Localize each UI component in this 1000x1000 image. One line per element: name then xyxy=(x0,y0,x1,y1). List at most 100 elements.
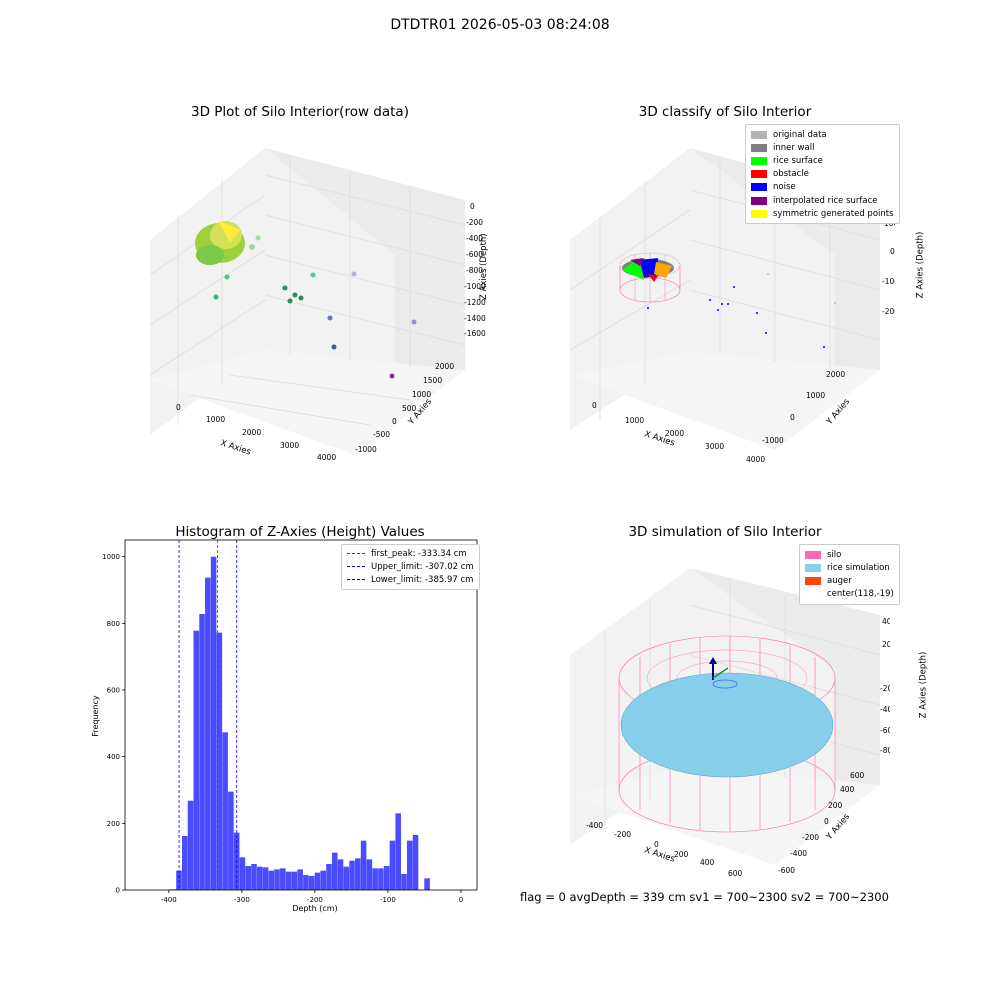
histogram-bar xyxy=(216,632,223,890)
classify-y-ticks: -1000 0 1000 2000 xyxy=(762,370,845,445)
svg-text:-600: -600 xyxy=(466,250,483,259)
svg-text:600: 600 xyxy=(850,771,865,780)
legend-item-symmetric-generated-points: symmetric generated points xyxy=(751,207,894,220)
simulation-legend: silo rice simulation auger center(118,-1… xyxy=(799,544,900,605)
svg-text:-1200: -1200 xyxy=(464,298,486,307)
classify-noise-points xyxy=(647,273,836,348)
simulation-panel-title: 3D simulation of Silo Interior xyxy=(628,524,822,540)
svg-text:-800: -800 xyxy=(466,266,483,275)
svg-text:0: 0 xyxy=(790,413,795,422)
classify-panel-title: 3D classify of Silo Interior xyxy=(638,104,812,120)
histogram-bar xyxy=(181,836,188,890)
raw-x-label: X Axies xyxy=(219,438,252,457)
histogram-chart[interactable]: -400 -300 -200 -100 0 0 200 400 600 800 1000 Depth… xyxy=(80,530,490,920)
svg-text:3000: 3000 xyxy=(705,442,724,451)
svg-text:600: 600 xyxy=(728,869,743,878)
classify-silo-cylinder xyxy=(619,252,681,303)
legend-item-interpolated-rice-surface: interpolated rice surface xyxy=(751,194,894,207)
svg-text:0: 0 xyxy=(890,247,895,256)
svg-text:2000: 2000 xyxy=(435,362,454,371)
legend-item-rice-surface: rice surface xyxy=(751,154,894,167)
simulation-back-pane-right xyxy=(690,568,880,810)
legend-item-silo: silo xyxy=(805,548,894,561)
x-tick-label: -200 xyxy=(307,896,323,904)
svg-text:-600: -600 xyxy=(880,726,890,735)
histogram-bar xyxy=(331,852,338,890)
histogram-x-label: Depth (cm) xyxy=(292,904,337,913)
histogram-bar xyxy=(320,870,326,890)
raw-3d-plot[interactable]: 0 1000 2000 3000 4000 X Axies -1000 -500… xyxy=(130,135,500,475)
svg-text:2000: 2000 xyxy=(665,429,684,438)
svg-text:-1400: -1400 xyxy=(464,314,486,323)
svg-text:-1000: -1000 xyxy=(464,282,486,291)
svg-text:-800: -800 xyxy=(880,746,890,755)
svg-text:2000: 2000 xyxy=(826,370,845,379)
simulation-z-ticks: 400 200 0 -200 -400 -600 -800 xyxy=(880,617,890,755)
histogram-bar xyxy=(274,869,280,890)
svg-text:-1000: -1000 xyxy=(355,445,377,454)
svg-text:-500: -500 xyxy=(373,430,390,439)
histogram-bar xyxy=(245,866,251,890)
histogram-bar xyxy=(424,878,430,890)
svg-text:-400: -400 xyxy=(790,849,807,858)
simulation-z-label: Z Axies (Depth) xyxy=(918,651,929,719)
histogram-bar xyxy=(187,800,194,890)
raw-back-pane-right xyxy=(265,148,465,390)
simulation-floor-pane xyxy=(570,765,880,865)
histogram-bar xyxy=(389,840,396,890)
svg-text:-400: -400 xyxy=(466,234,483,243)
raw-panel-title: 3D Plot of Silo Interior(row data) xyxy=(191,104,409,120)
legend-item-upper-limit: Upper_limit: -307.02 cm xyxy=(347,560,474,573)
histogram-bar xyxy=(210,556,217,890)
simulation-y-ticks: -600 -400 -200 0 200 400 600 xyxy=(778,771,865,875)
classify-z-ticks: 1000 0 -1000 -2000 xyxy=(882,219,895,316)
svg-text:1000: 1000 xyxy=(206,415,225,424)
raw-point-cloud xyxy=(195,220,417,379)
histogram-bars xyxy=(170,556,430,890)
raw-y-ticks: -1000 -500 0 500 1000 1500 2000 xyxy=(355,362,454,454)
histogram-bar xyxy=(355,858,361,890)
histogram-bar xyxy=(239,857,246,890)
histogram-bar xyxy=(262,867,269,890)
histogram-frame xyxy=(124,539,478,891)
svg-text:1000: 1000 xyxy=(806,391,825,400)
classify-x-ticks: 0 1000 2000 3000 4000 xyxy=(592,401,765,464)
histogram-bar xyxy=(383,866,390,890)
svg-text:-400: -400 xyxy=(586,821,603,830)
y-tick-label: 800 xyxy=(107,620,120,628)
svg-text:-1000: -1000 xyxy=(882,277,895,286)
svg-text:1500: 1500 xyxy=(423,376,442,385)
histogram-legend: first_peak: -333.34 cm Upper_limit: -307… xyxy=(341,544,480,590)
y-tick-label: 1000 xyxy=(102,553,120,561)
simulation-rice-surface xyxy=(620,672,834,778)
raw-z-ticks: 0 -200 -400 -600 -800 -1000 -1200 -1400 … xyxy=(464,202,486,338)
histogram-bar xyxy=(343,866,350,890)
histogram-bar xyxy=(395,813,401,890)
raw-x-ticks: 0 1000 2000 3000 4000 xyxy=(176,403,336,462)
histogram-bar xyxy=(378,868,384,890)
x-tick-label: 0 xyxy=(459,896,463,904)
svg-text:4000: 4000 xyxy=(746,455,765,464)
x-tick-label: -100 xyxy=(380,896,396,904)
legend-item-center: center(118,-19) xyxy=(827,589,894,600)
svg-text:-200: -200 xyxy=(614,830,631,839)
histogram-bar xyxy=(285,871,292,890)
histogram-title: Histogram of Z-Axies (Height) Values xyxy=(175,524,425,540)
raw-floor-pane xyxy=(150,350,465,455)
histogram-bar xyxy=(308,876,315,890)
histogram-bar xyxy=(297,869,303,890)
y-tick-label: 200 xyxy=(107,820,120,828)
svg-text:0: 0 xyxy=(176,403,181,412)
legend-item-inner-wall: inner wall xyxy=(751,141,894,154)
figure-title: DTDTR01 2026-05-03 08:24:08 xyxy=(390,17,610,33)
histogram-bar xyxy=(326,864,332,890)
legend-item-obstacle: obstacle xyxy=(751,168,894,181)
simulation-auger xyxy=(709,657,738,689)
svg-text:4000: 4000 xyxy=(317,453,336,462)
histogram-bar xyxy=(228,791,234,890)
histogram-bar xyxy=(372,868,378,890)
simulation-3d-plot[interactable]: -400 -200 0 200 400 600 X Axies -600 -40… xyxy=(560,560,890,880)
histogram-bar xyxy=(205,577,211,890)
histogram-bar xyxy=(337,859,344,890)
histogram-bar xyxy=(360,840,367,890)
